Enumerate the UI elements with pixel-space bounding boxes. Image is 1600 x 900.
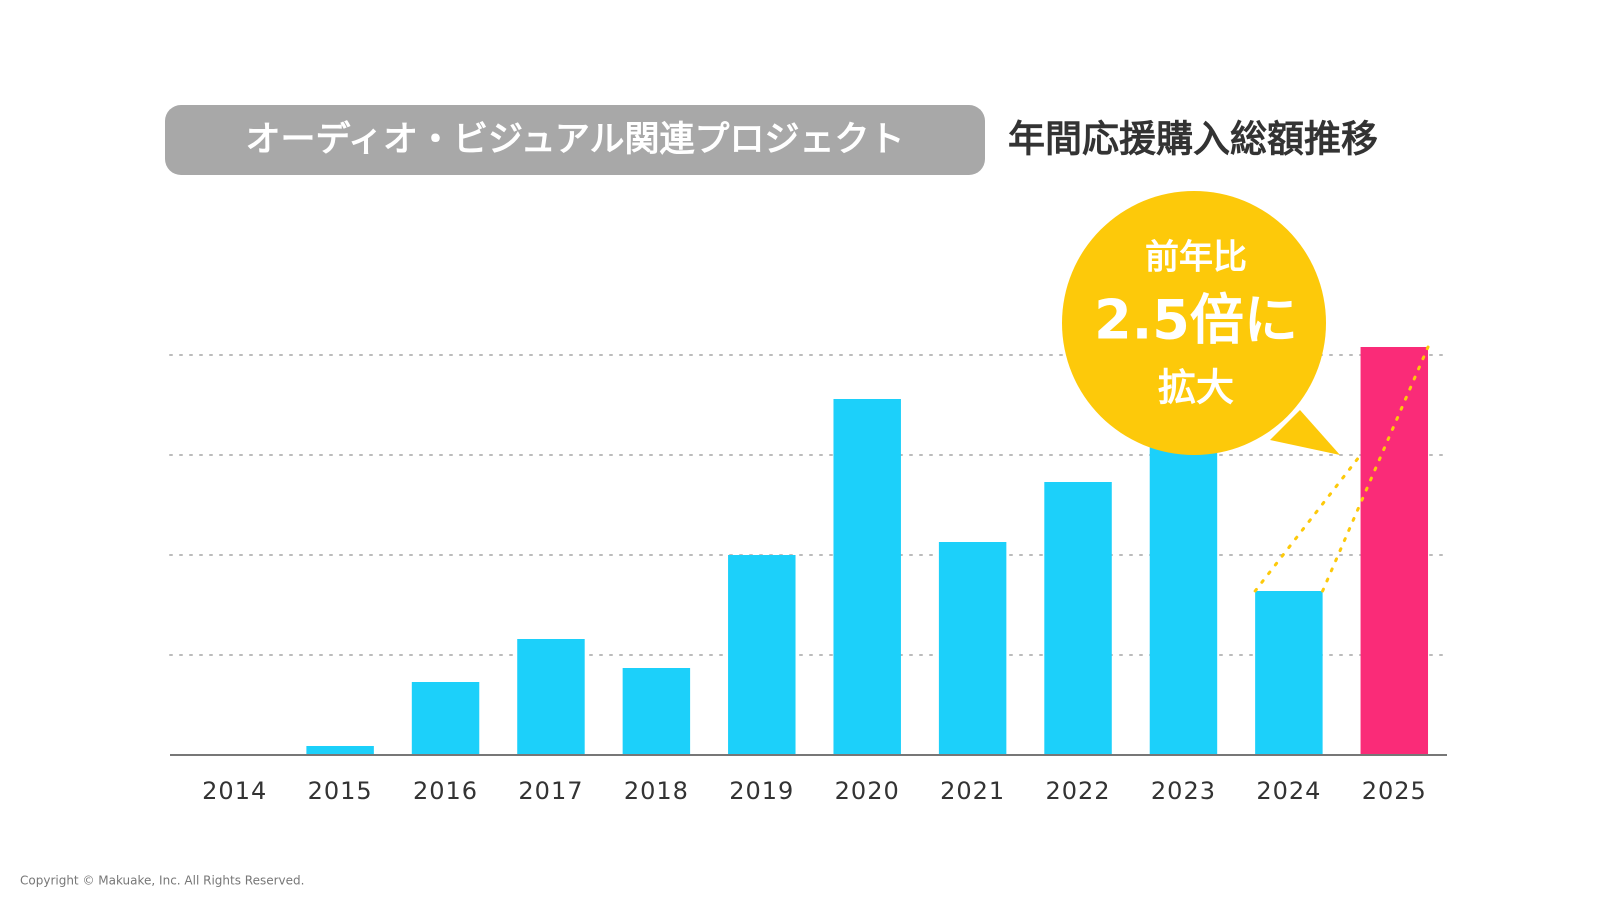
guide-line: [1321, 345, 1430, 593]
callout: 前年比 2.5倍に 拡大: [1062, 191, 1340, 455]
tag-pill: [165, 105, 985, 175]
x-tick-label: 2014: [202, 777, 267, 805]
bar: [938, 542, 1007, 755]
x-tick-label: 2015: [308, 777, 373, 805]
callout-tail: [1270, 410, 1340, 455]
bar: [622, 668, 691, 755]
x-tick-label: 2022: [1046, 777, 1111, 805]
bar: [306, 746, 374, 755]
x-tick-label: 2025: [1362, 777, 1427, 805]
callout-text: 前年比: [1145, 238, 1247, 278]
callout-text: 拡大: [1158, 366, 1234, 410]
callout-bubble: [1062, 191, 1326, 455]
footer: Copyright © Makuake, Inc. All Rights Res…: [20, 874, 304, 888]
chart-title: 年間応援購入総額推移: [1008, 118, 1378, 161]
x-tick-label: 2020: [835, 777, 900, 805]
bar: [1360, 347, 1429, 755]
x-tick-label: 2023: [1151, 777, 1216, 805]
bar: [833, 399, 901, 755]
x-tick-label: 2017: [518, 777, 583, 805]
bar: [411, 682, 480, 755]
chart-tag: オーディオ・ビジュアル関連プロジェクト: [245, 119, 904, 160]
x-tick-label: 2018: [624, 777, 689, 805]
bar: [1044, 482, 1112, 755]
x-tick-label: 2021: [940, 777, 1005, 805]
bar: [517, 639, 585, 755]
bar: [728, 555, 796, 755]
bar: [1149, 433, 1218, 755]
bar: [1255, 591, 1323, 755]
plot: 2014 2015 2016 2017 2018 2019 2020 2021 2022 2023…: [169, 345, 1448, 805]
x-tick-label: 2016: [413, 777, 478, 805]
x-tick-label: 2019: [729, 777, 794, 805]
callout-text: 2.5倍に: [1094, 289, 1298, 352]
guide-line: [1253, 453, 1363, 593]
x-tick-label: 2024: [1256, 777, 1321, 805]
